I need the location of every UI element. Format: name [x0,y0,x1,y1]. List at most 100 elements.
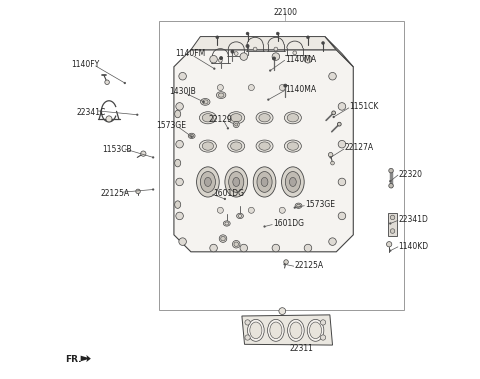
Circle shape [179,72,186,80]
Circle shape [329,72,336,80]
Circle shape [203,101,205,103]
Ellipse shape [218,93,224,97]
Circle shape [293,51,297,55]
Polygon shape [174,50,353,252]
Circle shape [179,238,186,245]
Ellipse shape [270,322,282,339]
Ellipse shape [200,172,216,192]
Ellipse shape [225,167,248,197]
Circle shape [136,114,138,116]
Text: FR.: FR. [66,355,82,364]
Circle shape [220,56,223,60]
Circle shape [176,178,183,186]
Circle shape [216,36,219,39]
Circle shape [284,84,287,87]
Ellipse shape [204,177,211,186]
Circle shape [176,212,183,220]
Text: 1140MA: 1140MA [285,55,316,64]
Ellipse shape [230,142,242,150]
Ellipse shape [256,140,273,152]
Circle shape [274,47,278,51]
Ellipse shape [175,110,180,118]
Circle shape [224,198,226,200]
Circle shape [219,235,227,242]
Ellipse shape [216,92,226,99]
Circle shape [234,52,238,55]
Ellipse shape [223,221,230,226]
Text: 1601DG: 1601DG [214,189,245,198]
Circle shape [273,57,276,60]
Circle shape [294,207,296,209]
Circle shape [217,207,223,213]
Circle shape [306,36,310,39]
Ellipse shape [190,135,193,138]
Polygon shape [191,36,336,50]
Circle shape [283,263,286,265]
Ellipse shape [228,140,245,152]
Circle shape [272,244,280,252]
Circle shape [279,207,285,213]
Text: 22129: 22129 [208,115,232,124]
Ellipse shape [230,114,242,122]
Text: 1140MA: 1140MA [285,85,316,94]
Circle shape [253,47,257,51]
Ellipse shape [259,114,270,122]
Ellipse shape [289,177,296,186]
Ellipse shape [201,99,210,105]
Bar [159,22,404,310]
Circle shape [321,335,326,340]
Ellipse shape [290,322,302,339]
Circle shape [272,53,280,60]
Circle shape [232,241,240,248]
Ellipse shape [248,319,264,341]
Text: 1140FY: 1140FY [71,60,99,69]
Circle shape [210,55,217,63]
Circle shape [233,122,239,128]
Ellipse shape [188,133,195,138]
Circle shape [235,123,238,126]
Circle shape [152,188,154,191]
Circle shape [390,215,395,220]
Ellipse shape [199,140,216,152]
Text: 22100: 22100 [273,8,297,17]
Circle shape [389,249,391,252]
Text: 1573GE: 1573GE [156,121,186,130]
Ellipse shape [199,112,216,124]
Ellipse shape [237,213,243,219]
Text: 22341C: 22341C [76,108,106,117]
Circle shape [279,85,285,91]
Text: 22311: 22311 [289,344,313,352]
Circle shape [390,229,395,233]
Circle shape [106,116,112,122]
Ellipse shape [253,167,276,197]
Ellipse shape [310,322,322,339]
Circle shape [389,168,393,173]
Circle shape [246,32,249,35]
Text: 1140FM: 1140FM [175,49,205,58]
Circle shape [176,140,183,148]
Circle shape [124,82,126,84]
Text: 1430JB: 1430JB [169,87,196,96]
Bar [388,213,397,236]
Ellipse shape [287,114,299,122]
Text: 22341D: 22341D [398,215,429,224]
Circle shape [217,85,223,91]
Circle shape [338,103,346,110]
Text: 1140KD: 1140KD [398,242,429,251]
Ellipse shape [282,167,304,197]
Circle shape [279,308,286,315]
Circle shape [248,85,254,91]
Ellipse shape [295,203,302,208]
Circle shape [191,136,193,138]
Circle shape [141,151,146,156]
Text: 1601DG: 1601DG [273,219,304,228]
Circle shape [276,32,279,35]
Ellipse shape [257,172,272,192]
Text: 22127A: 22127A [345,144,374,152]
Circle shape [386,241,392,247]
Ellipse shape [307,319,324,341]
Circle shape [389,222,391,225]
Circle shape [234,242,239,246]
Circle shape [337,122,341,126]
Circle shape [210,244,217,252]
